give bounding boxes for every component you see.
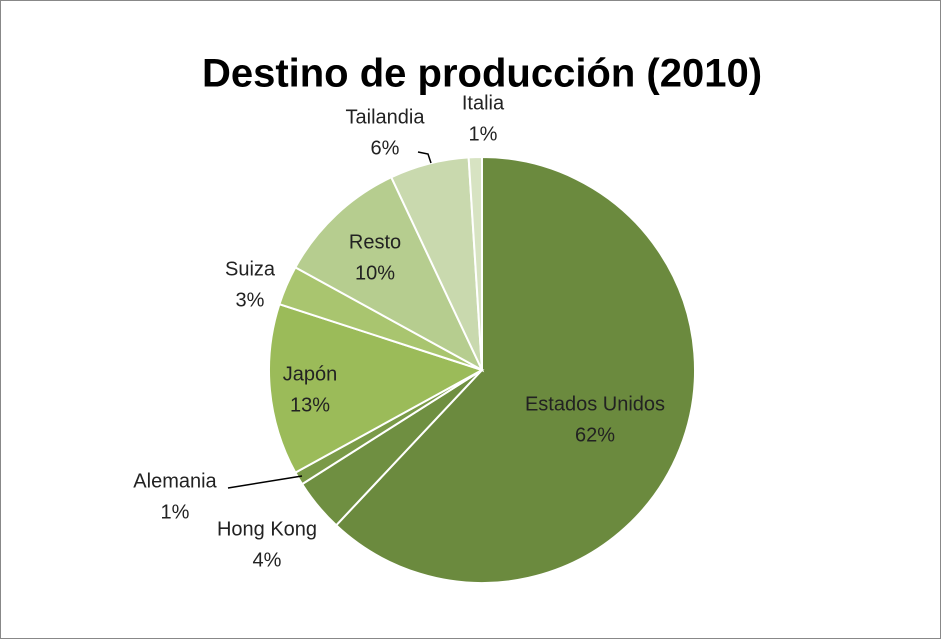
value-label: 13% xyxy=(290,394,330,416)
slice-label: Suiza xyxy=(225,258,276,280)
value-label: 1% xyxy=(469,123,498,145)
slice-label: Italia xyxy=(462,92,505,114)
slice-label: Hong Kong xyxy=(217,518,317,540)
value-label: 3% xyxy=(236,289,265,311)
slice-label: Resto xyxy=(349,231,401,253)
value-label: 10% xyxy=(355,262,395,284)
leader-line xyxy=(417,151,432,164)
value-label: 62% xyxy=(575,424,615,446)
slice-label: Tailandia xyxy=(346,106,426,128)
pie-slice xyxy=(467,155,483,371)
slice-label: Japón xyxy=(283,363,338,385)
leader-line xyxy=(227,475,303,489)
slice-label: Alemania xyxy=(133,470,217,492)
value-label: 1% xyxy=(161,501,190,523)
pie-slice xyxy=(334,155,696,584)
pie-slice xyxy=(268,302,485,474)
slice-label: Estados Unidos xyxy=(525,393,665,415)
value-label: 4% xyxy=(253,549,282,571)
pie-slice xyxy=(293,175,485,373)
chart-title: Destino de producción (2010) xyxy=(202,52,762,96)
value-label: 6% xyxy=(371,137,400,159)
